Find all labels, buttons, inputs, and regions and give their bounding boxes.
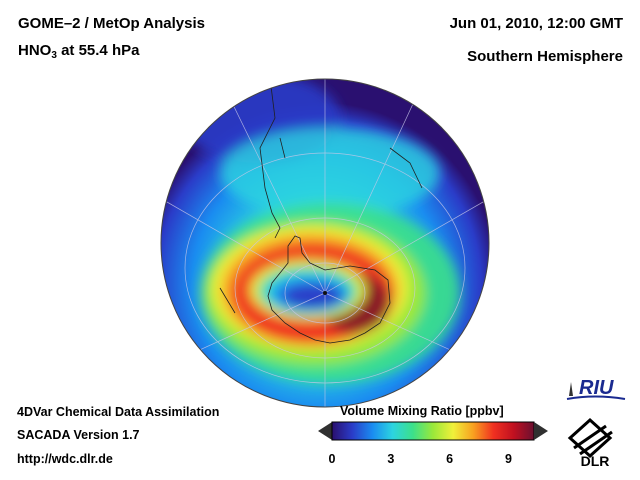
- coastlines: [219, 79, 423, 344]
- species-name: HNO: [18, 42, 52, 59]
- south-pole-marker: [323, 291, 327, 295]
- riu-logo-text: RIU: [579, 377, 614, 399]
- colorbar-title: Volume Mixing Ratio [ppbv]: [340, 404, 504, 418]
- pressure-level: at 55.4 hPa: [61, 42, 140, 59]
- map-title: GOME–2 / MetOp Analysis: [18, 15, 205, 32]
- southern-hemisphere-globe-map: [160, 78, 490, 408]
- riu-logo-mark: [569, 382, 573, 396]
- dlr-logo-mark: [567, 417, 613, 459]
- footer-line-1: 4DVar Chemical Data Assimilation: [17, 405, 220, 419]
- colorbar-tick-3: 3: [387, 452, 395, 466]
- dlr-logo-text: DLR: [581, 453, 610, 469]
- colorbar-tick-0: 0: [328, 452, 336, 466]
- footer-url[interactable]: http://wdc.dlr.de: [17, 452, 113, 466]
- colorbar-gradient: [331, 421, 535, 441]
- riu-logo: RIU: [566, 377, 626, 400]
- map-species-level: HNO3 at 55.4 hPa: [18, 42, 139, 61]
- colorbar-low-arrow: [318, 422, 332, 440]
- footer-line-2: SACADA Version 1.7: [17, 428, 140, 442]
- map-datetime: Jun 01, 2010, 12:00 GMT: [449, 15, 623, 32]
- colorbar-tick-6: 6: [446, 452, 454, 466]
- species-subscript: 3: [51, 50, 57, 61]
- colorbar-tick-9: 9: [505, 452, 512, 466]
- colorbar-high-arrow: [534, 422, 548, 440]
- colorbar: [318, 421, 548, 441]
- dlr-logo: DLR: [567, 417, 613, 469]
- map-region: Southern Hemisphere: [467, 48, 623, 65]
- globe-border: [160, 78, 490, 408]
